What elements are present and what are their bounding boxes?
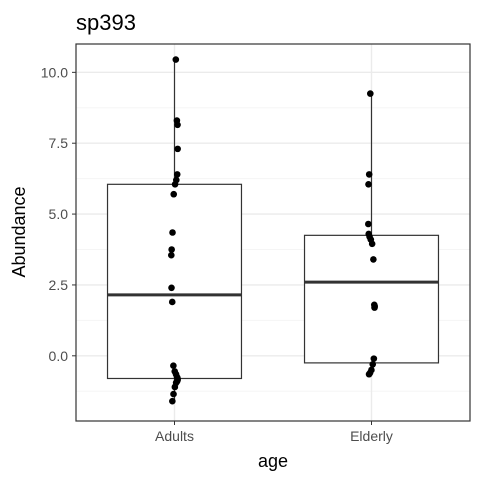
data-point (168, 246, 175, 253)
data-point (168, 298, 176, 306)
y-axis-title: Abundance (9, 186, 29, 277)
panel-border (75, 43, 471, 422)
box-body (106, 183, 243, 380)
x-tick-label: Elderly (350, 428, 393, 444)
data-point (370, 256, 377, 263)
y-tick-label: 7.5 (49, 135, 69, 151)
data-point (369, 361, 377, 368)
data-point (365, 171, 373, 178)
y-tick-label: 5.0 (49, 206, 69, 222)
data-point (367, 90, 374, 97)
data-point (368, 240, 376, 248)
data-point (370, 355, 378, 362)
data-point (171, 181, 179, 188)
data-point (170, 390, 177, 398)
data-point (170, 362, 177, 370)
data-point (173, 171, 181, 178)
x-axis-title: age (258, 451, 288, 471)
data-point (169, 397, 176, 405)
box-body (303, 234, 440, 364)
box-elderly (303, 93, 440, 376)
data-point (168, 251, 175, 259)
y-tick-label: 0.0 (49, 348, 69, 364)
data-point (371, 304, 378, 311)
box-layer (106, 59, 440, 402)
data-point (365, 370, 373, 378)
data-point (172, 56, 180, 63)
data-point (174, 121, 181, 129)
data-point (168, 284, 175, 292)
y-tick-label: 10.0 (41, 64, 68, 80)
point-layer (168, 56, 378, 405)
chart-title: sp393 (76, 10, 136, 35)
data-point (170, 190, 178, 198)
data-point (174, 145, 181, 153)
x-tick-label: Adults (155, 428, 194, 444)
data-point (171, 383, 179, 391)
y-axis: 0.0 2.5 5.0 7.5 10.0 (41, 64, 76, 364)
x-axis: Adults Elderly (155, 421, 393, 444)
data-point (365, 181, 372, 188)
data-point (365, 220, 372, 228)
data-point (169, 229, 176, 236)
y-tick-label: 2.5 (49, 277, 69, 293)
